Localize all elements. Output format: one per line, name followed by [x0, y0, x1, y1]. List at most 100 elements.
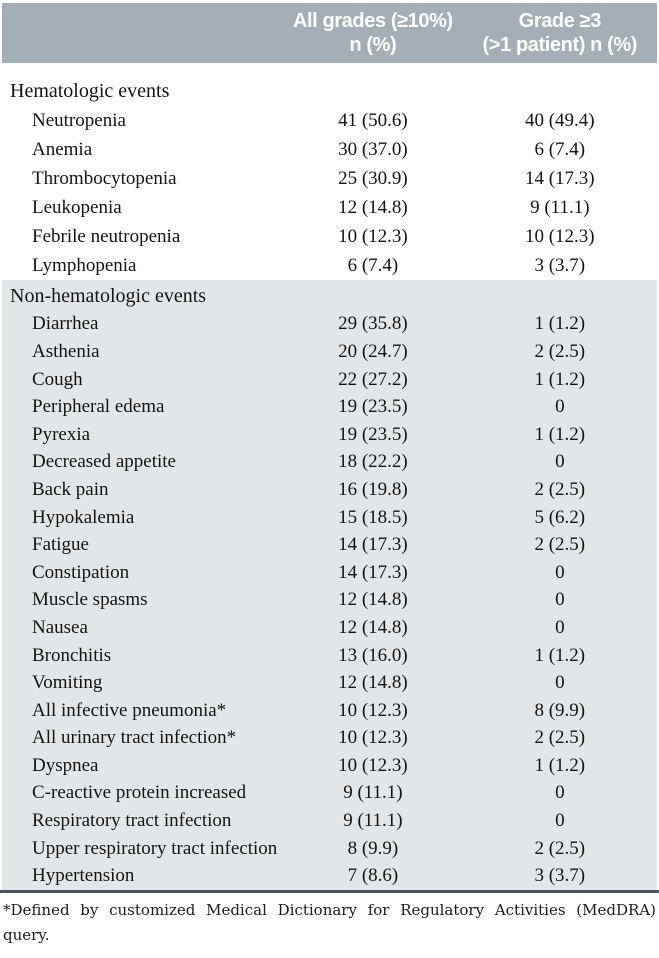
grade3-value-cell: 0 — [555, 396, 565, 418]
grade3-value-cell: 0 — [555, 782, 565, 804]
event-name-cell: All urinary tract infection* — [32, 727, 237, 749]
table-row: Fatigue 14 (17.3) 2 (2.5) — [2, 531, 657, 559]
grade3-value-cell: 1 (1.2) — [534, 644, 586, 666]
all-grades-value-cell: 10 (12.3) — [338, 754, 408, 776]
event-name-cell: Upper respiratory tract infection — [32, 837, 278, 859]
header-grade3-line2: (>1 patient) n (%) — [482, 34, 638, 56]
grade3-value-cell: 1 (1.2) — [534, 368, 586, 390]
grade3-value-cell: 2 (2.5) — [534, 727, 586, 749]
event-name-cell: Nausea — [32, 616, 88, 638]
all-grades-value-cell: 18 (22.2) — [338, 451, 408, 473]
event-name-cell: Dyspnea — [32, 754, 99, 776]
all-grades-value-cell: 10 (12.3) — [338, 699, 408, 721]
footnote-line-2: query. — [3, 926, 50, 945]
event-name-cell: Anemia — [32, 138, 93, 160]
table-row: Respiratory tract infection 9 (11.1) 0 — [2, 807, 657, 835]
table-row: Hypokalemia 15 (18.5) 5 (6.2) — [2, 504, 657, 532]
header-all-grades-line2: n (%) — [349, 34, 397, 56]
header-all-grades-column: All grades (≥10%) n (%) — [283, 3, 462, 63]
event-name-cell: Peripheral edema — [32, 396, 165, 418]
event-name-cell: Lymphopenia — [32, 254, 137, 276]
table-row: Lymphopenia 6 (7.4) 3 (3.7) — [2, 251, 657, 280]
grade3-value-cell: 14 (17.3) — [524, 167, 595, 189]
grade3-value-cell: 3 (3.7) — [534, 254, 586, 276]
grade3-value-cell: 2 (2.5) — [534, 340, 586, 362]
header-grade3-line1: Grade ≥3 — [518, 10, 602, 32]
table-row: All infective pneumonia* 10 (12.3) 8 (9.9) — [2, 697, 657, 725]
all-grades-value-cell: 12 (14.8) — [338, 672, 408, 694]
all-grades-value-cell: 16 (19.8) — [338, 478, 408, 500]
event-name-cell: Vomiting — [32, 672, 103, 694]
all-grades-value-cell: 14 (17.3) — [338, 561, 408, 583]
table-row: Constipation 14 (17.3) 0 — [2, 559, 657, 587]
event-name-cell: Pyrexia — [32, 423, 91, 445]
grade3-value-cell: 8 (9.9) — [534, 699, 586, 721]
header-all-grades-line1: All grades (≥10%) — [292, 10, 453, 32]
table-header-row: All grades (≥10%) n (%) Grade ≥3 (>1 pat… — [2, 3, 657, 63]
table-row: Asthenia 20 (24.7) 2 (2.5) — [2, 338, 657, 366]
grade3-value-cell: 0 — [555, 451, 565, 473]
grade3-value-cell: 10 (12.3) — [524, 225, 595, 247]
footnote: *Defined by customized Medical Dictionar… — [0, 893, 659, 948]
grade3-value-cell: 9 (11.1) — [530, 196, 590, 218]
event-name-cell: Constipation — [32, 561, 130, 583]
event-name-cell: Diarrhea — [32, 313, 99, 335]
grade3-value-cell: 0 — [555, 672, 565, 694]
section-header-label: Non-hematologic events — [10, 285, 207, 308]
table-row: Leukopenia 12 (14.8) 9 (11.1) — [2, 193, 657, 222]
all-grades-value-cell: 7 (8.6) — [347, 865, 399, 887]
section-header-row: Hematologic events — [2, 77, 657, 106]
all-grades-value-cell: 41 (50.6) — [338, 109, 408, 131]
footnote-line-1: *Defined by customized Medical Dictionar… — [3, 901, 656, 920]
grade3-value-cell: 1 (1.2) — [534, 423, 586, 445]
event-name-cell: Neutropenia — [32, 109, 126, 131]
all-grades-value-cell: 12 (14.8) — [338, 616, 408, 638]
grade3-value-cell: 0 — [555, 616, 565, 638]
header-grade3-column: Grade ≥3 (>1 patient) n (%) — [463, 3, 657, 63]
table-body: Hematologic events Neutropenia 41 (50.6) 40… — [0, 63, 659, 891]
section-header-label: Hematologic events — [10, 80, 170, 102]
all-grades-value-cell: 8 (9.9) — [347, 837, 399, 859]
bottom-rule — [0, 890, 659, 894]
event-name-cell: Muscle spasms — [32, 589, 148, 611]
all-grades-value-cell: 12 (14.8) — [338, 196, 408, 218]
header-event-column — [2, 3, 283, 63]
section-hematologic: Hematologic events Neutropenia 41 (50.6) 40… — [2, 63, 657, 280]
event-name-cell: Respiratory tract infection — [32, 810, 232, 832]
event-name-cell: Bronchitis — [32, 644, 112, 666]
event-name-cell: C-reactive protein increased — [32, 782, 247, 804]
grade3-value-cell: 3 (3.7) — [534, 865, 586, 887]
grade3-value-cell: 0 — [555, 810, 565, 832]
event-name-cell: Decreased appetite — [32, 451, 176, 473]
all-grades-value-cell: 6 (7.4) — [347, 254, 399, 276]
all-grades-value-cell: 15 (18.5) — [338, 506, 408, 528]
all-grades-value-cell: 12 (14.8) — [338, 589, 408, 611]
all-grades-value-cell: 30 (37.0) — [338, 138, 408, 160]
all-grades-value-cell: 20 (24.7) — [338, 340, 408, 362]
all-grades-value-cell: 9 (11.1) — [343, 782, 403, 804]
event-name-cell: Cough — [32, 368, 83, 390]
event-name-cell: Leukopenia — [32, 196, 122, 218]
all-grades-value-cell: 25 (30.9) — [338, 167, 408, 189]
table-row: Muscle spasms 12 (14.8) 0 — [2, 587, 657, 615]
event-name-cell: All infective pneumonia* — [32, 699, 227, 721]
all-grades-value-cell: 10 (12.3) — [338, 727, 408, 749]
section-non-hematologic: Non-hematologic events Diarrhea 29 (35.8) 1… — [2, 280, 657, 891]
event-name-cell: Back pain — [32, 478, 109, 500]
grade3-value-cell: 2 (2.5) — [534, 534, 586, 556]
event-name-cell: Thrombocytopenia — [32, 167, 177, 189]
all-grades-value-cell: 19 (23.5) — [338, 423, 408, 445]
grade3-value-cell: 0 — [555, 561, 565, 583]
grade3-value-cell: 5 (6.2) — [534, 506, 586, 528]
event-name-cell: Fatigue — [32, 534, 89, 556]
table-row: C-reactive protein increased 9 (11.1) 0 — [2, 780, 657, 808]
table-row: Thrombocytopenia 25 (30.9) 14 (17.3) — [2, 164, 657, 193]
event-name-cell: Hypertension — [32, 865, 135, 887]
table-row: Upper respiratory tract infection 8 (9.9)… — [2, 835, 657, 863]
event-name-cell: Febrile neutropenia — [32, 225, 181, 247]
all-grades-value-cell: 19 (23.5) — [338, 396, 408, 418]
event-name-cell: Asthenia — [32, 340, 100, 362]
table-row: Cough 22 (27.2) 1 (1.2) — [2, 366, 657, 394]
table-row: Vomiting 12 (14.8) 0 — [2, 669, 657, 697]
